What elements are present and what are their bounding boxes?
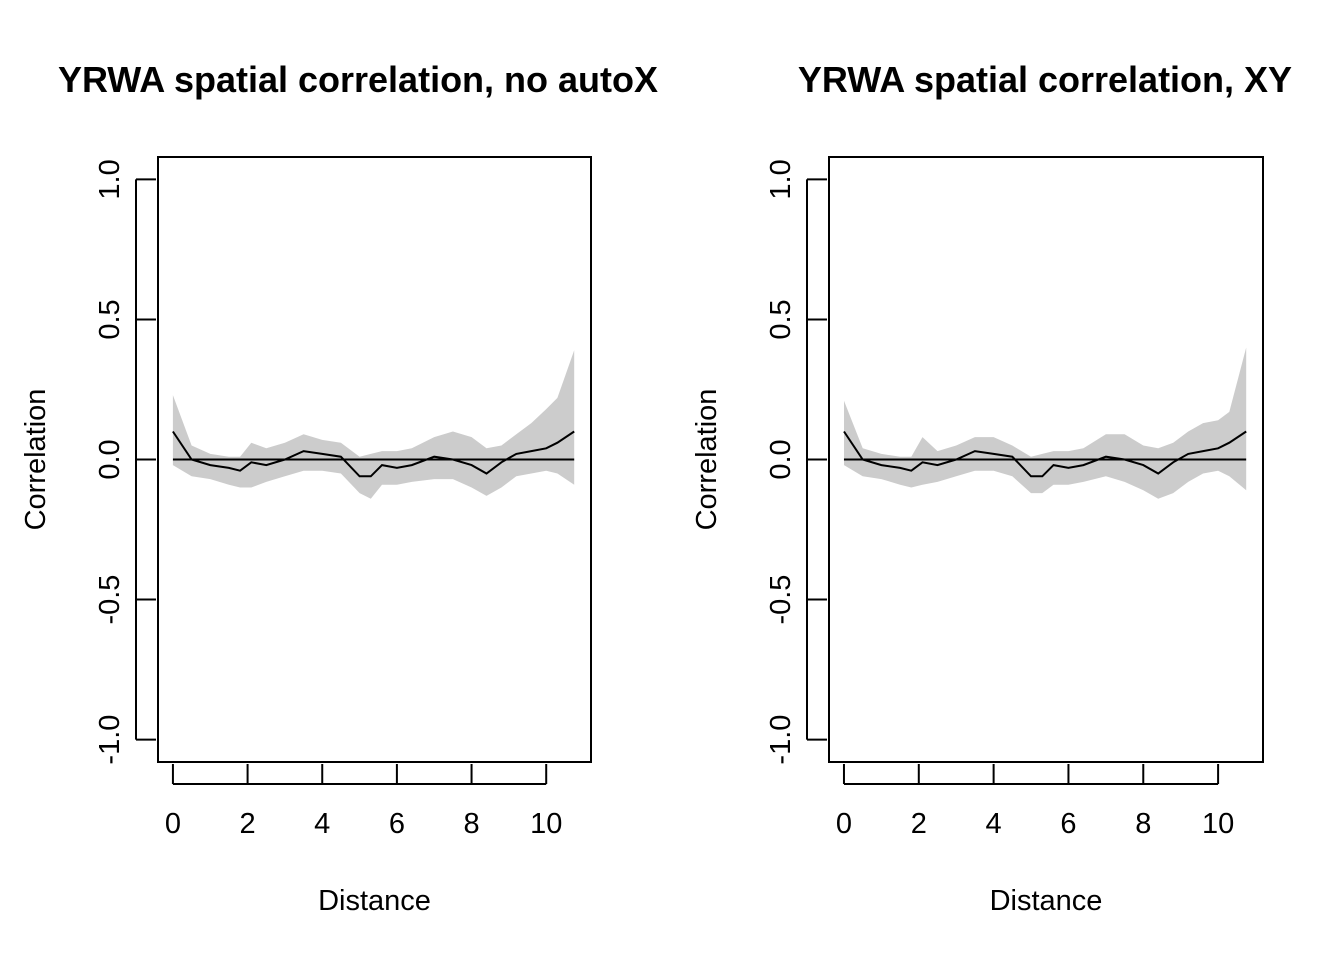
chart-title: YRWA spatial correlation, XY	[798, 59, 1292, 100]
y-axis-label: Correlation	[20, 389, 52, 531]
confidence-band	[172, 350, 575, 499]
y-axis-label: Correlation	[691, 389, 723, 531]
y-tick-label: 0.5	[765, 299, 797, 339]
y-tick-label: -1.0	[94, 715, 126, 765]
y-tick-label: 1.0	[765, 159, 797, 199]
correlation-line	[843, 430, 1247, 478]
x-tick-label: 2	[911, 808, 927, 840]
confidence-band	[844, 347, 1247, 499]
x-tick-label: 0	[836, 808, 852, 840]
plot-frame	[157, 156, 592, 763]
chart-panel-2: YRWA spatial correlation, XY 0 2 4 6 8 10 -1.0 -…	[691, 59, 1292, 917]
x-tick-label: 8	[1135, 808, 1151, 840]
y-tick-label: 1.0	[94, 159, 126, 199]
x-axis-label: Distance	[990, 885, 1103, 917]
y-tick-label: 0.0	[94, 439, 126, 479]
chart-panel-1: YRWA spatial correlation, no autoX 0 2 4 6 8 1…	[20, 59, 658, 917]
x-tick-label: 6	[1060, 808, 1076, 840]
chart-title: YRWA spatial correlation, no autoX	[58, 59, 658, 100]
x-tick-label: 10	[530, 808, 562, 840]
x-tick-label: 4	[314, 808, 330, 840]
y-tick-label: 0.5	[94, 299, 126, 339]
x-axis-label: Distance	[318, 885, 431, 917]
x-tick-label: 4	[986, 808, 1002, 840]
plot-frame	[828, 156, 1264, 763]
y-tick-label: -0.5	[94, 575, 126, 625]
x-tick-label: 0	[165, 808, 181, 840]
x-tick-label: 2	[240, 808, 256, 840]
x-tick-label: 6	[389, 808, 405, 840]
x-tick-label: 8	[463, 808, 479, 840]
y-tick-label: -0.5	[765, 575, 797, 625]
y-tick-label: -1.0	[765, 715, 797, 765]
x-tick-label: 10	[1202, 808, 1234, 840]
correlation-line	[172, 430, 575, 478]
y-tick-label: 0.0	[765, 439, 797, 479]
